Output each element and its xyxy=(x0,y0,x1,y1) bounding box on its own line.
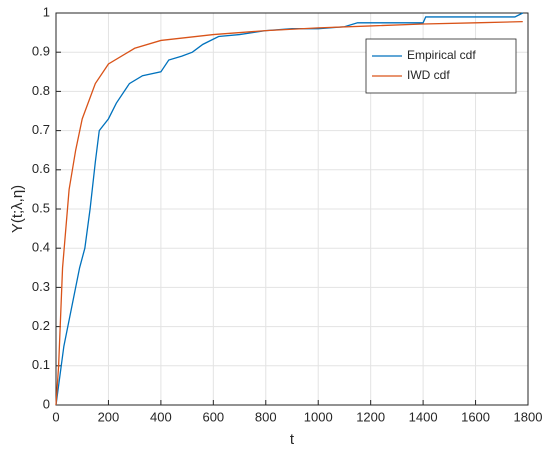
y-tick-label: 0.6 xyxy=(32,161,50,176)
legend-label: Empirical cdf xyxy=(407,48,476,62)
x-tick-label: 1400 xyxy=(409,409,438,424)
y-tick-label: 0.5 xyxy=(32,200,50,215)
axes-box xyxy=(55,12,529,406)
y-tick-label: 0.9 xyxy=(32,44,50,59)
y-tick-label: 0.3 xyxy=(32,279,50,294)
y-tick-label: 0.4 xyxy=(32,240,50,255)
y-tick-label: 0.8 xyxy=(32,83,50,98)
y-axis-label: Y(t;λ,η) xyxy=(9,185,26,233)
data-line xyxy=(55,20,523,406)
x-tick-label: 1600 xyxy=(461,409,490,424)
x-axis-label: t xyxy=(290,431,295,448)
legend-box xyxy=(365,38,517,94)
x-tick-label: 600 xyxy=(202,409,224,424)
y-tick-label: 0 xyxy=(43,396,50,411)
x-tick-label: 800 xyxy=(255,409,277,424)
x-tick-label: 1000 xyxy=(304,409,333,424)
x-tick-label: 200 xyxy=(98,409,120,424)
y-tick-label: 0.7 xyxy=(32,122,50,137)
data-line xyxy=(55,12,524,406)
legend-label: IWD cdf xyxy=(407,68,450,82)
y-tick-label: 0.1 xyxy=(32,357,50,372)
y-tick-label: 1 xyxy=(43,4,50,19)
x-tick-label: 0 xyxy=(52,409,59,424)
y-tick-label: 0.2 xyxy=(32,318,50,333)
x-tick-label: 1200 xyxy=(356,409,385,424)
x-tick-label: 1800 xyxy=(514,409,543,424)
x-tick-label: 400 xyxy=(150,409,172,424)
